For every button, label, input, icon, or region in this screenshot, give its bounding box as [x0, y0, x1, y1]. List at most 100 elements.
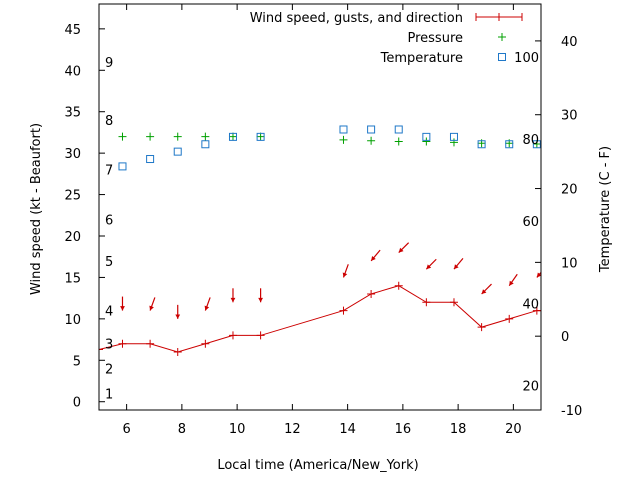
wind-direction-arrow [508, 273, 518, 287]
y2-tick-label: -10 [561, 404, 582, 419]
legend-label: Pressure [407, 31, 463, 46]
wind-direction-arrow [175, 304, 181, 319]
x-tick-label: 8 [178, 422, 186, 437]
wind-direction-arrow [453, 258, 464, 270]
wind-speed-point [173, 348, 182, 356]
y-tick-label: 45 [64, 23, 81, 38]
legend-marker [498, 33, 506, 41]
pressure-point [256, 132, 265, 141]
x-tick-label: 14 [339, 422, 356, 437]
temperature-point [146, 155, 155, 164]
x-tick-label: 18 [450, 422, 467, 437]
pressure-point [367, 136, 376, 145]
wind-direction-arrow [425, 258, 437, 270]
temperature-point [118, 162, 127, 171]
legend-marker [498, 53, 506, 61]
wind-speed-point [422, 298, 431, 307]
y2-tick-label: 20 [561, 183, 578, 198]
x-tick-label: 6 [122, 422, 130, 437]
y-tick-label: 35 [64, 106, 81, 121]
wind-direction-arrow [258, 288, 264, 303]
plot-frame [98, 3, 542, 411]
wind-speed-point [118, 339, 127, 348]
legend-label: Wind speed, gusts, and direction [250, 11, 463, 26]
beaufort-label: 4 [105, 305, 113, 320]
temperature-point [228, 132, 237, 141]
wind-speed-line [99, 285, 541, 353]
y-axis-label: Wind speed (kt - Beaufort) [29, 123, 44, 295]
x-tick-label: 12 [284, 422, 301, 437]
beaufort-label: 2 [105, 363, 113, 378]
x-tick-label: 16 [395, 422, 412, 437]
wind-direction-arrow [370, 249, 381, 262]
beaufort-label: 1 [105, 387, 113, 402]
beaufort-label: 3 [105, 338, 113, 353]
temperature-point [256, 132, 265, 141]
temperature-point [394, 125, 403, 134]
temperature-point [173, 147, 182, 156]
legend-label: Temperature [380, 51, 463, 66]
y-tick-label: 25 [64, 189, 81, 204]
pressure-point [201, 132, 210, 141]
wind-direction-arrow [149, 297, 156, 311]
wind-direction-arrow [204, 297, 211, 311]
fahrenheit-label: 60 [522, 215, 539, 230]
y-tick-label: 0 [73, 396, 81, 411]
x-tick-label: 20 [505, 422, 522, 437]
pressure-point [146, 132, 155, 141]
x-tick-label: 10 [229, 422, 246, 437]
temperature-point [505, 140, 514, 149]
wind-speed-point [505, 314, 514, 323]
wind-speed-point [367, 290, 376, 298]
beaufort-label: 9 [105, 56, 113, 71]
temperature-point [422, 132, 431, 141]
temperature-point [477, 140, 486, 149]
fahrenheit-label: 20 [522, 380, 539, 395]
wind-direction-arrow [481, 283, 492, 295]
wind-speed-point [449, 298, 458, 307]
pressure-point [228, 132, 237, 141]
fahrenheit-label: 40 [522, 298, 539, 313]
pressure-point [422, 137, 431, 146]
wind-direction-arrow [536, 271, 541, 278]
wind-speed-point [256, 331, 265, 340]
y2-tick-label: 40 [561, 35, 578, 50]
beaufort-label: 8 [105, 114, 113, 129]
pressure-point [173, 132, 182, 141]
wind-direction-arrow [230, 288, 236, 303]
beaufort-label: 5 [105, 255, 113, 270]
pressure-point [118, 132, 127, 141]
x-axis-label: Local time (America/New_York) [217, 458, 418, 473]
wind-direction-arrow [398, 242, 410, 253]
y2-axis-label: Temperature (C - F) [598, 146, 613, 273]
y-tick-label: 40 [64, 64, 81, 79]
pressure-point [449, 138, 458, 147]
y2-tick-label: 0 [561, 330, 569, 345]
fahrenheit-label: 80 [522, 133, 539, 148]
y-tick-label: 30 [64, 147, 81, 162]
series-group [99, 125, 541, 356]
y-tick-label: 15 [64, 271, 81, 286]
wind-speed-point [201, 339, 210, 348]
temperature-point [532, 140, 541, 149]
fahrenheit-label: 100 [514, 51, 539, 66]
pressure-point [532, 140, 541, 149]
legend-marker [475, 13, 523, 21]
y-tick-label: 20 [64, 230, 81, 245]
wind-speed-point [146, 339, 155, 348]
temperature-point [201, 140, 210, 149]
wind-speed-point [537, 306, 541, 315]
temperature-point [367, 125, 376, 134]
temperature-point [449, 132, 458, 141]
y2-tick-label: 10 [561, 256, 578, 271]
temperature-point [339, 125, 348, 134]
wind-speed-point [339, 306, 348, 315]
y-tick-label: 10 [64, 313, 81, 328]
wind-speed-point [394, 281, 403, 290]
wind-speed-point [228, 331, 237, 340]
y2-tick-label: 30 [561, 109, 578, 124]
wind-direction-arrow [342, 264, 349, 278]
pressure-point [339, 135, 348, 144]
beaufort-label: 7 [105, 164, 113, 179]
